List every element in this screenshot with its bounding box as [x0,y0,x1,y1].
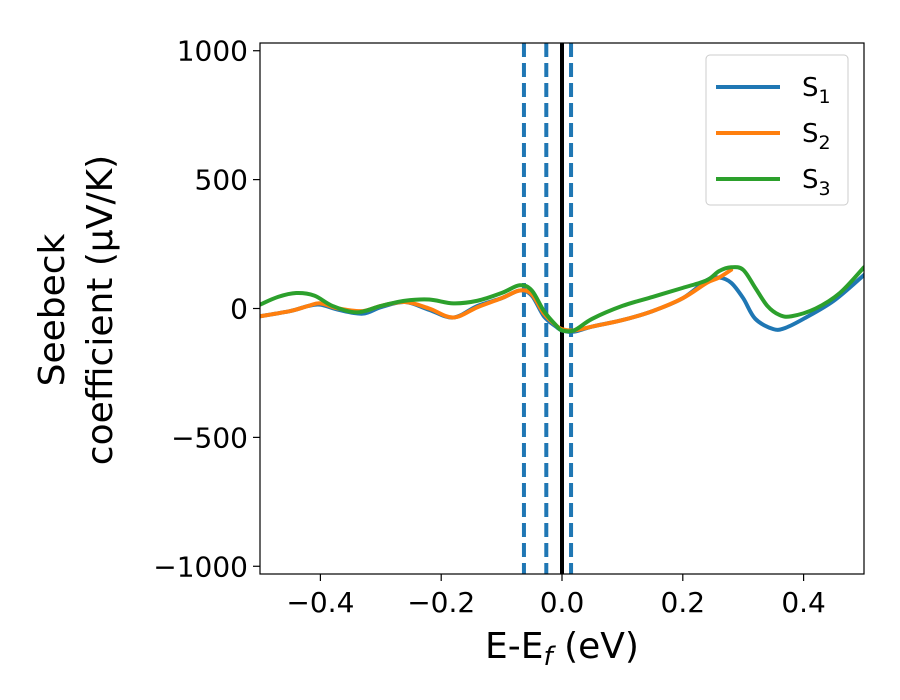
legend-label-s1: S1 [802,73,831,108]
legend: S1 S2 S3 [705,54,849,206]
y-tick-label: 1000 [177,35,248,68]
x-tick-label: 0.2 [661,586,706,619]
y-axis-label-line1: Seebeck [32,233,73,386]
x-tick-label: −0.2 [407,586,475,619]
legend-label-s3: S3 [802,165,831,200]
y-axis-ticks: −1000 −500 0 500 1000 [153,35,260,583]
series-lines [260,265,864,334]
series-line-s3 [260,265,864,334]
legend-label-s2: S2 [802,119,831,154]
x-tick-label: 0.4 [781,586,826,619]
x-axis-label-unit: (eV) [553,626,639,667]
x-tick-label: −0.4 [286,586,354,619]
y-tick-label: 0 [230,293,248,326]
legend-box [705,54,849,206]
x-axis-ticks: −0.4 −0.2 0.0 0.2 0.4 [286,574,826,619]
y-axis-label-line2: coefficient (μV/K) [80,155,121,465]
y-tick-label: 500 [195,164,248,197]
y-axis-label: Seebeck coefficient (μV/K) [32,155,121,465]
x-axis-label: E-Ef (eV) [485,626,639,672]
y-tick-label: −1000 [153,550,248,583]
y-tick-label: −500 [171,421,248,454]
x-tick-label: 0.0 [540,586,585,619]
reference-lines [521,43,574,574]
x-axis-label-main: E-E [485,626,543,667]
